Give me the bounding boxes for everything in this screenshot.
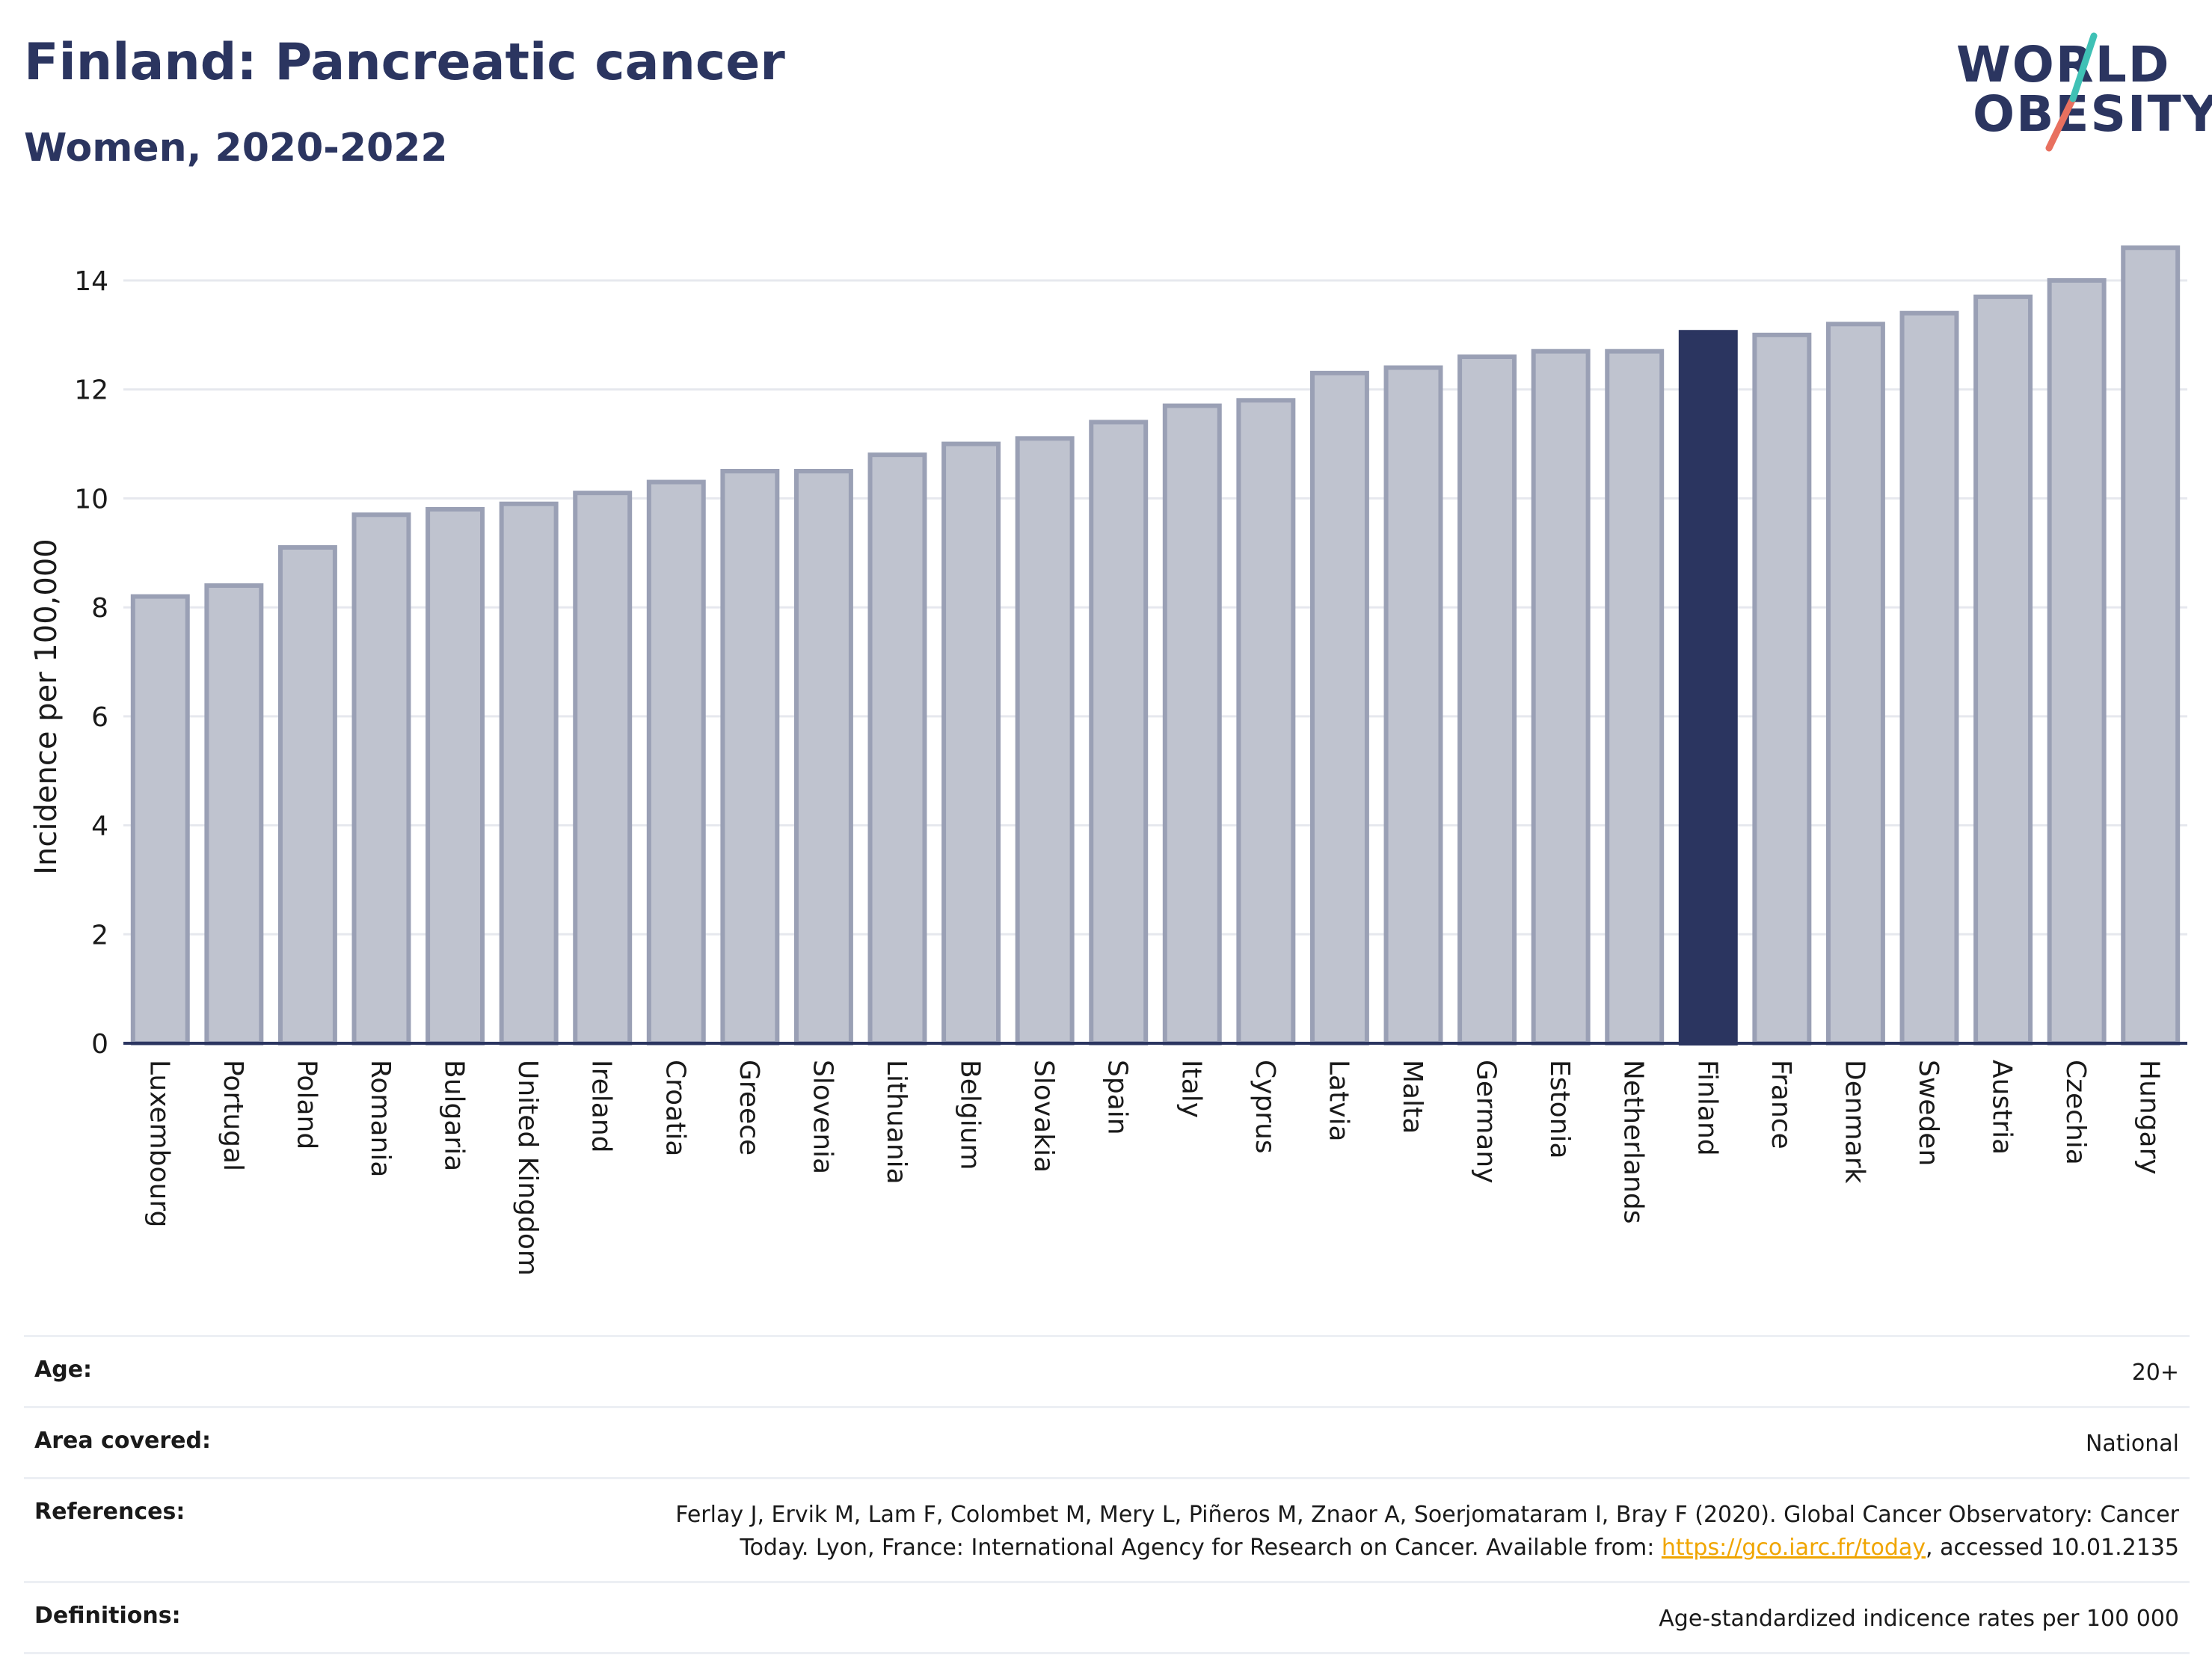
x-tick-label: United Kingdom <box>512 1060 543 1276</box>
x-tick-label: Belgium <box>955 1060 986 1170</box>
logo-slash-icon <box>2045 32 2098 152</box>
x-tick-label: Germany <box>1471 1060 1502 1183</box>
y-axis-label: Incidence per 100,000 <box>29 538 64 875</box>
x-tick-label: Romania <box>365 1060 396 1177</box>
bar-ireland <box>573 491 633 1045</box>
bar-france <box>1752 332 1812 1046</box>
bar-portugal <box>204 583 264 1045</box>
definitions-label: Definitions: <box>34 1603 181 1629</box>
x-tick-label: Denmark <box>1839 1060 1870 1184</box>
bar-estonia <box>1531 348 1591 1045</box>
bar-united-kingdom <box>499 501 559 1045</box>
references-value: Ferlay J, Ervik M, Lam F, Colombet M, Me… <box>609 1499 2179 1565</box>
x-tick-label: Finland <box>1692 1060 1722 1156</box>
bar-netherlands <box>1605 348 1665 1045</box>
x-tick-label: Austria <box>1987 1060 2018 1155</box>
x-tick-label: Sweden <box>1913 1060 1944 1166</box>
bar-luxembourg <box>130 594 190 1045</box>
bar-romania <box>351 512 411 1045</box>
x-tick-label: France <box>1766 1060 1796 1149</box>
x-tick-label: Hungary <box>2134 1060 2165 1175</box>
bar-austria <box>1973 294 2033 1046</box>
x-tick-label: Slovakia <box>1028 1060 1059 1173</box>
footer-row-age: Age: 20+ <box>24 1335 2190 1406</box>
x-tick-label: Czechia <box>2060 1060 2091 1165</box>
bar-poland <box>277 545 337 1045</box>
x-tick-label: Slovenia <box>807 1060 838 1174</box>
bar-hungary <box>2121 245 2181 1045</box>
x-tick-label: Greece <box>734 1060 764 1155</box>
bar-cyprus <box>1236 398 1296 1045</box>
logo-line-1: WORLD <box>1956 36 2171 93</box>
bar-croatia <box>646 479 706 1046</box>
bar-malta <box>1383 365 1443 1046</box>
area-label: Area covered: <box>34 1428 211 1454</box>
references-text: Ferlay J, Ervik M, Lam F, Colombet M, Me… <box>675 1502 2179 1561</box>
bar-belgium <box>941 441 1001 1046</box>
bar-slovakia <box>1015 436 1075 1045</box>
bars <box>130 245 2181 1046</box>
x-axis-ticks: Luxembourg Portugal Poland Romania Bulgaria U… <box>144 1060 2164 1276</box>
y-tick-label: 0 <box>91 1029 108 1060</box>
bar-chart: 0 2 4 6 8 10 12 14 Luxembourg Portugal Poland Roma… <box>29 245 2187 1276</box>
area-value: National <box>2085 1431 2179 1457</box>
bar-latvia <box>1309 370 1369 1046</box>
bar-slovenia <box>793 469 853 1045</box>
x-tick-label: Italy <box>1176 1060 1206 1118</box>
references-suffix: , accessed 10.01.2135 <box>1926 1535 2179 1561</box>
y-tick-label: 4 <box>91 811 108 842</box>
bar-bulgaria <box>425 507 485 1045</box>
bar-denmark <box>1825 322 1885 1046</box>
bar-finland <box>1678 330 1738 1045</box>
y-tick-label: 12 <box>74 375 108 406</box>
bar-spain <box>1089 420 1149 1045</box>
footer-row-area: Area covered: National <box>24 1406 2190 1477</box>
footer-row-references: References: Ferlay J, Ervik M, Lam F, Co… <box>24 1477 2190 1581</box>
bar-lithuania <box>867 452 927 1045</box>
bar-czechia <box>2047 278 2107 1045</box>
x-tick-label: Lithuania <box>881 1060 912 1185</box>
page-title: Finland: Pancreatic cancer <box>24 33 785 92</box>
y-tick-label: 6 <box>91 702 108 733</box>
definitions-value: Age-standardized indicence rates per 100… <box>1659 1606 2179 1632</box>
footer-row-definitions: Definitions: Age-standardized indicence … <box>24 1581 2190 1654</box>
x-tick-label: Netherlands <box>1618 1060 1649 1223</box>
x-tick-label: Croatia <box>660 1060 690 1156</box>
age-label: Age: <box>34 1357 93 1383</box>
bar-greece <box>720 469 780 1045</box>
bar-italy <box>1162 403 1222 1046</box>
y-tick-label: 2 <box>91 920 108 951</box>
bar-germany <box>1457 354 1517 1045</box>
bar-sweden <box>1899 310 1959 1045</box>
x-tick-label: Luxembourg <box>144 1060 174 1227</box>
y-axis-ticks: 0 2 4 6 8 10 12 14 <box>74 266 108 1060</box>
x-tick-label: Poland <box>291 1060 322 1149</box>
y-tick-label: 8 <box>91 593 108 624</box>
x-tick-label: Cyprus <box>1250 1060 1280 1154</box>
x-tick-label: Latvia <box>1323 1060 1354 1142</box>
y-tick-label: 14 <box>74 266 108 297</box>
x-tick-label: Malta <box>1397 1060 1428 1134</box>
logo-line-2: OBESITY <box>1973 85 2212 143</box>
x-tick-label: Portugal <box>218 1060 248 1171</box>
x-tick-label: Bulgaria <box>439 1060 470 1171</box>
x-tick-label: Spain <box>1102 1060 1133 1135</box>
references-label: References: <box>34 1499 185 1525</box>
chart-footer: Age: 20+ Area covered: National Referenc… <box>24 1335 2190 1654</box>
age-value: 20+ <box>2131 1360 2179 1386</box>
world-obesity-logo: WORLD OBESITY <box>1952 30 2212 157</box>
page-subtitle: Women, 2020-2022 <box>24 126 448 171</box>
references-link[interactable]: https://gco.iarc.fr/today <box>1661 1535 1926 1561</box>
x-tick-label: Ireland <box>586 1060 617 1153</box>
x-tick-label: Estonia <box>1544 1060 1575 1159</box>
y-tick-label: 10 <box>74 484 108 515</box>
